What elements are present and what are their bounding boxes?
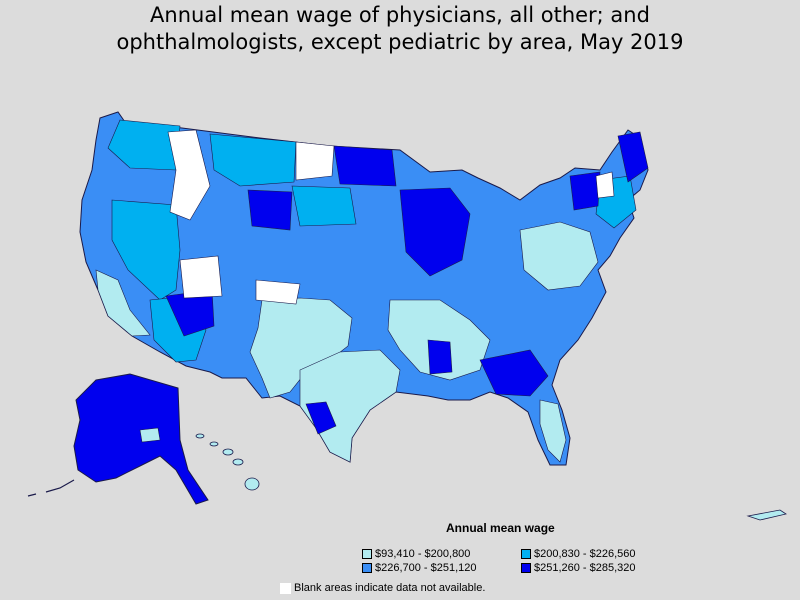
- legend-label-range-1: $93,410 - $200,800: [375, 547, 471, 560]
- region-southeast-dark: [479, 349, 549, 397]
- region-maine-dark: [617, 131, 649, 183]
- aleutian-islands: [27, 479, 75, 497]
- region-south-light: [387, 299, 491, 381]
- region-wyoming-dark: [247, 189, 293, 231]
- region-colorado-blank: [255, 279, 301, 305]
- region-northeast-dark: [569, 171, 601, 211]
- blank-areas-note-text: Blank areas indicate data not available.: [294, 582, 486, 594]
- blank-areas-swatch: [280, 582, 291, 594]
- puerto-rico-region: [746, 509, 787, 521]
- legend-item-range-2: $200,830 - $226,560: [521, 547, 636, 560]
- region-utah-blank: [179, 255, 223, 299]
- legend-item-range-1: $93,410 - $200,800: [362, 547, 470, 560]
- legend-title: Annual mean wage: [446, 521, 555, 535]
- region-vermont-blank: [595, 171, 615, 199]
- region-florida-light: [539, 399, 567, 463]
- legend-swatch-range-4: [521, 562, 531, 573]
- region-montana-blank: [295, 141, 335, 181]
- alaska-region: [73, 373, 209, 505]
- region-texas-dark: [305, 401, 337, 435]
- region-midwest-dark: [399, 187, 471, 277]
- legend-swatch-range-1: [362, 548, 372, 559]
- map-title-line-2: ophthalmologists, except pediatric by ar…: [116, 30, 684, 54]
- legend-item-range-3: $226,700 - $251,120: [362, 561, 477, 574]
- region-midatlantic-light: [519, 221, 599, 291]
- region-north-dakota-dark: [333, 145, 397, 187]
- region-texas-light: [299, 349, 401, 463]
- region-plains-medium: [291, 185, 357, 227]
- hawaii-region: [195, 433, 260, 491]
- map-title: Annual mean wage of physicians, all othe…: [0, 2, 800, 56]
- map-title-line-1: Annual mean wage of physicians, all othe…: [150, 3, 650, 27]
- legend-swatch-range-2: [521, 548, 531, 559]
- legend-label-range-3: $226,700 - $251,120: [375, 561, 477, 574]
- region-louisiana-dark: [427, 339, 453, 375]
- blank-areas-note: Blank areas indicate data not available.: [280, 582, 485, 594]
- region-idaho-blank: [167, 129, 211, 221]
- legend-label-range-2: $200,830 - $226,560: [534, 547, 636, 560]
- region-west-medium: [107, 119, 181, 171]
- region-montana-medium: [209, 133, 297, 187]
- legend-label-range-4: $251,260 - $285,320: [534, 561, 636, 574]
- legend-item-range-4: $251,260 - $285,320: [521, 561, 636, 574]
- alaska-light-area: [139, 427, 161, 443]
- legend-swatch-range-3: [362, 562, 372, 573]
- region-california-light: [95, 269, 151, 337]
